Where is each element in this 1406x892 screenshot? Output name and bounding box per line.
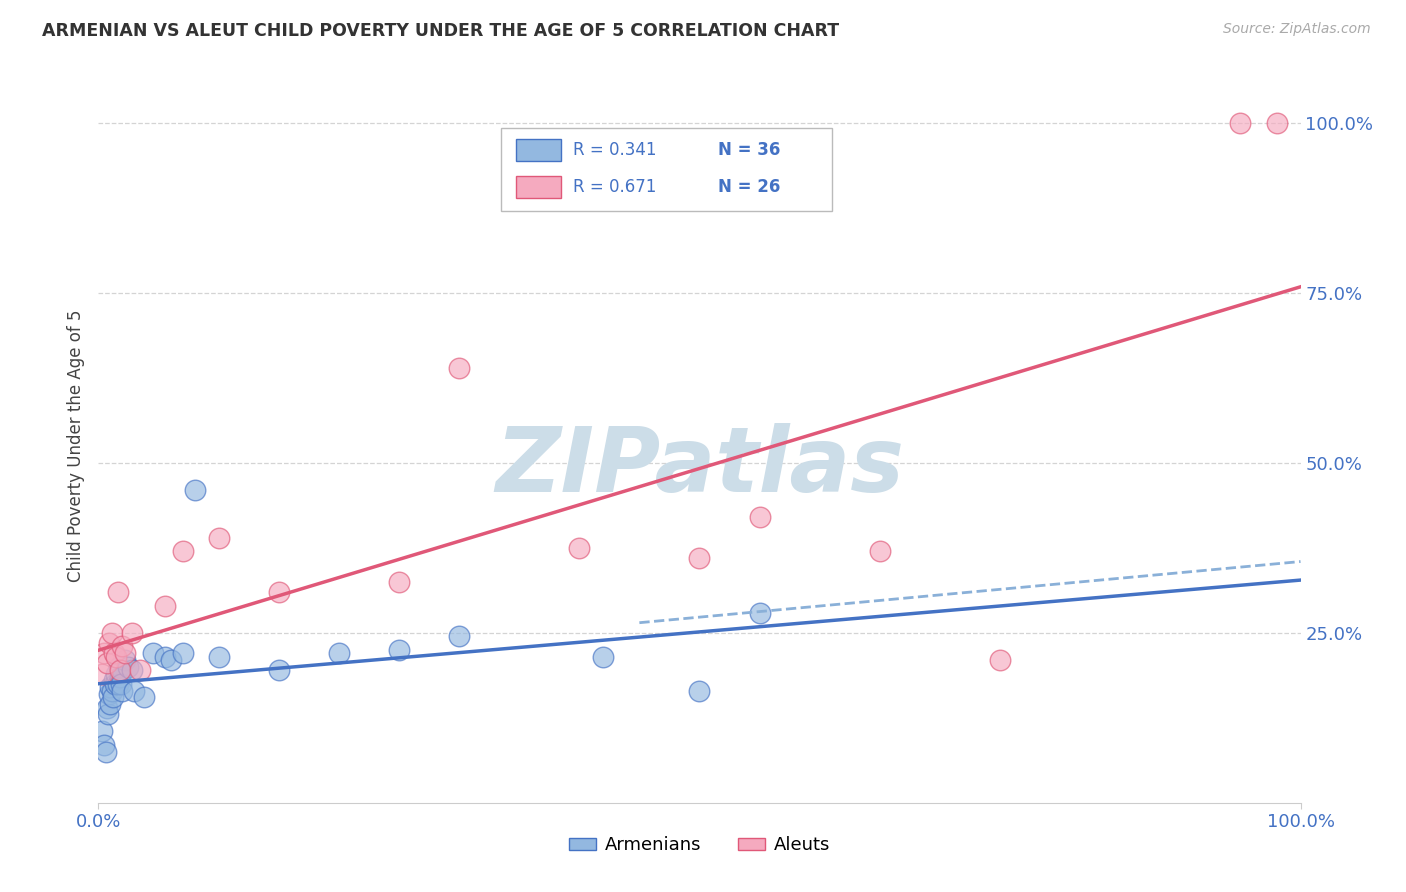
FancyBboxPatch shape [501, 128, 832, 211]
Point [100, 680, 122, 694]
Text: R = 0.671: R = 0.671 [574, 178, 657, 196]
Point [108, 663, 131, 677]
Point [869, 544, 891, 558]
Bar [516, 177, 561, 198]
Point [748, 606, 770, 620]
Point [688, 683, 710, 698]
Point [93, 738, 115, 752]
Text: N = 36: N = 36 [717, 141, 780, 159]
Point [129, 663, 152, 677]
Point [172, 544, 194, 558]
Point [1229, 116, 1251, 130]
Point [98, 636, 121, 650]
Point [107, 585, 129, 599]
Point [103, 646, 125, 660]
Text: N = 26: N = 26 [717, 178, 780, 196]
Point [96, 657, 118, 671]
Point [121, 626, 143, 640]
Point [208, 649, 231, 664]
Point [107, 677, 129, 691]
Point [748, 510, 770, 524]
Point [388, 574, 411, 589]
Point [267, 663, 290, 677]
Point [105, 666, 128, 681]
Point [91, 666, 114, 681]
Point [183, 483, 205, 498]
Point [111, 683, 134, 698]
Text: Source: ZipAtlas.com: Source: ZipAtlas.com [1223, 22, 1371, 37]
Point [1265, 116, 1288, 130]
Point [108, 660, 131, 674]
Point [100, 626, 122, 640]
Point [97, 707, 120, 722]
Point [208, 531, 231, 545]
Point [117, 660, 139, 674]
Point [105, 649, 128, 664]
Point [141, 646, 163, 660]
Point [98, 687, 121, 701]
Point [124, 683, 146, 698]
Point [328, 646, 350, 660]
Point [91, 724, 114, 739]
Point [132, 690, 155, 705]
Point [114, 646, 136, 660]
Point [94, 745, 117, 759]
Point [101, 690, 124, 705]
Text: R = 0.341: R = 0.341 [574, 141, 657, 159]
Point [93, 646, 115, 660]
Point [447, 629, 470, 643]
Point [592, 649, 614, 664]
Point [688, 551, 710, 566]
Point [153, 649, 176, 664]
Point [988, 653, 1011, 667]
Point [96, 700, 118, 714]
Point [267, 585, 290, 599]
Point [100, 683, 122, 698]
Point [159, 653, 181, 667]
Point [108, 670, 131, 684]
Point [172, 646, 194, 660]
Text: ARMENIAN VS ALEUT CHILD POVERTY UNDER THE AGE OF 5 CORRELATION CHART: ARMENIAN VS ALEUT CHILD POVERTY UNDER TH… [42, 22, 839, 40]
Point [111, 640, 134, 654]
Text: ZIPatlas: ZIPatlas [495, 424, 904, 511]
Point [153, 599, 176, 613]
Legend: Armenians, Aleuts: Armenians, Aleuts [561, 830, 838, 862]
Point [568, 541, 591, 555]
Point [104, 677, 127, 691]
Bar [516, 139, 561, 161]
Point [447, 360, 470, 375]
Point [110, 677, 132, 691]
Point [103, 673, 125, 688]
Point [100, 698, 122, 712]
Point [388, 643, 411, 657]
Point [121, 663, 143, 677]
Y-axis label: Child Poverty Under the Age of 5: Child Poverty Under the Age of 5 [66, 310, 84, 582]
Point [114, 653, 136, 667]
